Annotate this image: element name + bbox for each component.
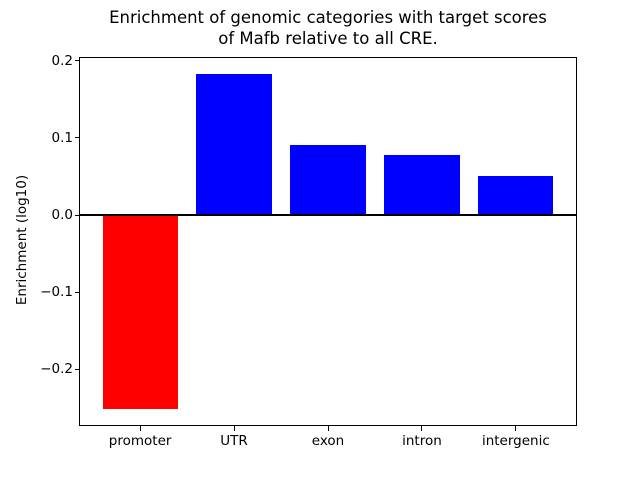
y-tick-mark [75, 60, 80, 62]
y-tick-mark [75, 368, 80, 370]
y-tick-label: −0.2 [40, 361, 73, 378]
y-tick-label: 0.0 [51, 207, 73, 223]
y-tick-mark [75, 291, 80, 293]
y-tick-label: 0.1 [51, 129, 73, 146]
y-tick-mark [75, 137, 80, 139]
bar-intergenic [478, 176, 554, 215]
y-tick-label: −0.1 [40, 284, 73, 301]
y-tick-label: 0.2 [51, 52, 73, 69]
y-tick-mark [75, 214, 80, 216]
x-tick-label-promoter: promoter [108, 433, 172, 449]
x-tick-label-intron: intron [402, 433, 442, 449]
x-tick-mark [327, 426, 329, 431]
x-tick-mark [515, 426, 517, 431]
zero-line [80, 213, 576, 217]
bar-promoter [102, 215, 178, 409]
x-tick-label-intergenic: intergenic [481, 433, 550, 449]
chart-title: Enrichment of genomic categories with ta… [109, 8, 547, 48]
bar-intron [384, 154, 460, 215]
x-tick-label-UTR: UTR [220, 433, 248, 449]
x-tick-mark [139, 426, 141, 431]
bar-exon [290, 144, 366, 215]
x-tick-label-exon: exon [311, 433, 345, 449]
bar-UTR [196, 73, 272, 215]
x-tick-mark [421, 426, 423, 431]
x-tick-mark [233, 426, 235, 431]
